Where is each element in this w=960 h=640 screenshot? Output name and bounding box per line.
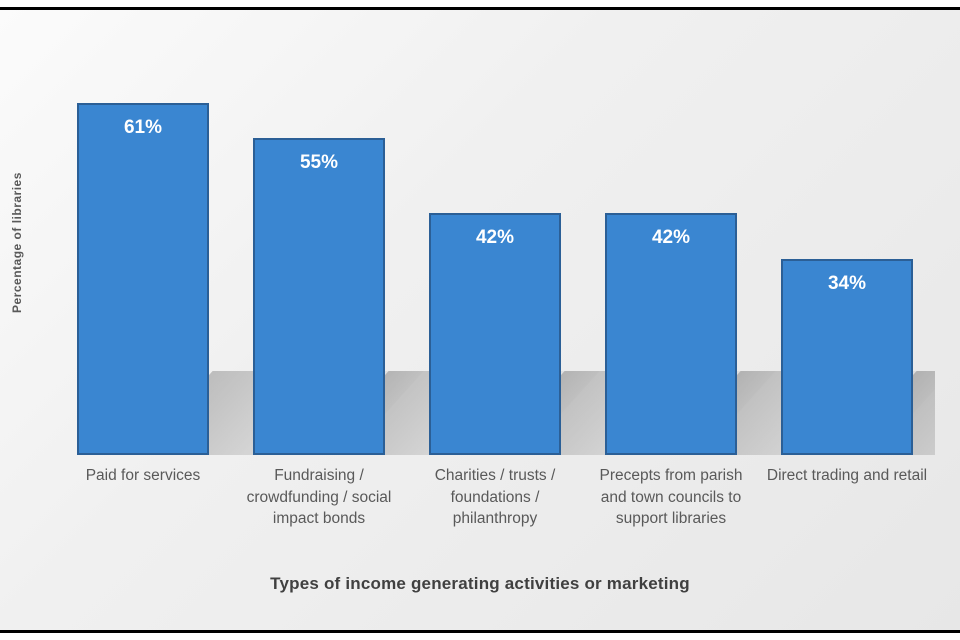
bar-4: 42% bbox=[605, 213, 737, 455]
bar-slot: 42% bbox=[407, 10, 583, 455]
category-labels: Paid for services Fundraising / crowdfund… bbox=[55, 465, 935, 530]
bottom-border-rule bbox=[0, 630, 960, 633]
plot-area: 61% 55% 42% 42% 34% bbox=[55, 10, 935, 455]
chart-background: Percentage of libraries 61% 55% 42% 42% 34% … bbox=[0, 10, 960, 630]
data-label: 61% bbox=[123, 117, 163, 138]
bar-2: 55% bbox=[253, 138, 385, 455]
bar-slot: 42% bbox=[583, 10, 759, 455]
data-label: 42% bbox=[651, 227, 691, 248]
category-label: Fundraising / crowdfunding / social impa… bbox=[246, 467, 392, 528]
bar-1: 61% bbox=[77, 103, 209, 455]
data-label: 55% bbox=[299, 152, 339, 173]
bar-slot: 61% bbox=[55, 10, 231, 455]
bar-slot: 55% bbox=[231, 10, 407, 455]
top-border-rule bbox=[0, 7, 960, 10]
bar-5: 34% bbox=[781, 259, 913, 455]
bar-slot: 34% bbox=[759, 10, 935, 455]
category-label: Direct trading and retail bbox=[766, 467, 928, 484]
x-axis-title: Types of income generating activities or… bbox=[270, 574, 690, 593]
bar-3: 42% bbox=[429, 213, 561, 455]
category-label: Charities / trusts / foundations / phila… bbox=[434, 467, 556, 528]
data-label: 42% bbox=[475, 227, 515, 248]
y-axis-title: Percentage of libraries bbox=[10, 172, 24, 313]
category-label: Precepts from parish and town councils t… bbox=[599, 467, 743, 528]
category-label: Paid for services bbox=[85, 467, 201, 484]
data-label: 34% bbox=[827, 273, 867, 294]
